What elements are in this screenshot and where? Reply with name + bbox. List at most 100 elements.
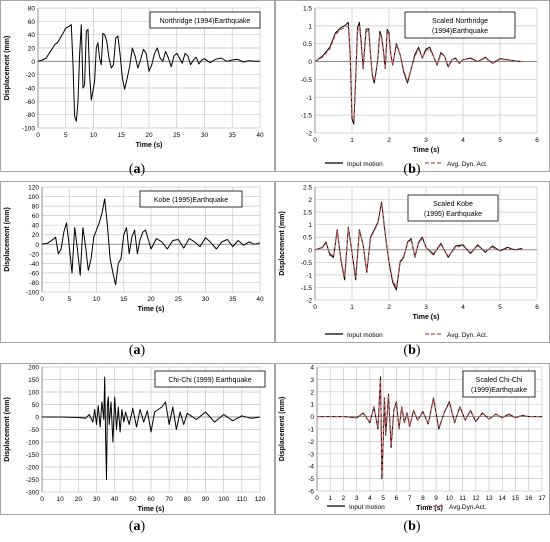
y-tick-label: 40 — [28, 32, 36, 39]
legend-label: Avg. Dyn. Act. — [447, 161, 488, 168]
y-tick-label: -1.5 — [301, 285, 313, 292]
x-tick-label: 0 — [40, 496, 44, 503]
chart-title: Kobe (1995)Earthquake — [154, 197, 228, 204]
x-axis-title: Time (s) — [416, 505, 443, 512]
x-axis-title: Time (s) — [138, 506, 165, 513]
y-tick-label: 1.5 — [303, 210, 312, 217]
y-tick-label: 0 — [35, 242, 39, 249]
title-box — [404, 11, 516, 39]
x-tick-label: 20 — [147, 296, 155, 303]
y-tick-label: 1 — [308, 222, 312, 229]
y-tick-label: -1 — [308, 427, 314, 434]
y-tick-label: 0.5 — [303, 41, 312, 48]
y-axis-title: Displacement (mm) — [279, 397, 286, 462]
x-tick-label: 90 — [202, 496, 210, 503]
series-line — [41, 198, 261, 286]
chart-frame — [0, 0, 275, 172]
legend-label: Avg.Dyn.Act. — [449, 504, 487, 511]
x-tick-label: 3 — [355, 495, 359, 502]
x-tick-label: 10 — [93, 296, 101, 303]
y-tick-label: -5 — [308, 476, 314, 483]
x-tick-label: 11 — [459, 495, 466, 502]
title-box — [149, 11, 261, 29]
x-tick-label: 4 — [461, 304, 465, 311]
y-tick-label: -100 — [26, 290, 39, 297]
x-tick-label: 25 — [175, 296, 183, 303]
y-tick-label: 1.5 — [303, 6, 312, 13]
y-tick-label: -20 — [30, 251, 40, 258]
x-tick-label: 2 — [387, 304, 391, 311]
y-tick-label: 3 — [310, 377, 314, 384]
series-line — [42, 376, 261, 480]
y-tick-label: 80 — [28, 6, 36, 13]
y-axis-title: Displacement (mm) — [279, 211, 286, 276]
x-tick-label: 110 — [237, 496, 248, 503]
x-tick-label: 80 — [184, 496, 192, 503]
y-tick-label: 200 — [28, 365, 39, 372]
y-tick-label: 4 — [310, 365, 314, 372]
x-tick-label: 0 — [313, 304, 317, 311]
chart-title: Scaled Kobe — [433, 201, 473, 208]
x-tick-label: 10 — [90, 132, 98, 139]
y-tick-label: -100 — [22, 126, 35, 133]
x-tick-label: 5 — [498, 304, 502, 311]
y-tick-label: 0 — [308, 59, 312, 66]
y-tick-label: -80 — [26, 112, 36, 119]
x-tick-label: 1 — [350, 304, 354, 311]
y-tick-label: 40 — [32, 223, 40, 230]
chart-title: (1995) Earthquake — [424, 211, 482, 218]
series-line — [317, 378, 542, 476]
y-tick-label: -6 — [308, 489, 314, 496]
y-tick-label: 2.5 — [303, 185, 312, 192]
x-tick-label: 30 — [202, 296, 210, 303]
y-axis-title: Displacement (mm) — [4, 397, 11, 462]
chart-title: (1999)Earthquake — [471, 387, 527, 394]
y-tick-label: 2 — [310, 389, 314, 396]
x-tick-label: 7 — [408, 495, 412, 502]
subfigure-label: (a) — [128, 162, 146, 177]
y-tick-label: -300 — [26, 490, 39, 497]
y-tick-label: -150 — [26, 452, 39, 459]
y-tick-label: -100 — [26, 440, 39, 447]
chart-title: Scaled Chi-Chi — [476, 377, 523, 384]
x-tick-label: 30 — [201, 132, 209, 139]
y-tick-label: 2 — [308, 197, 312, 204]
y-tick-label: 20 — [32, 232, 40, 239]
series-line — [314, 201, 523, 291]
x-axis-title: Time (s) — [138, 306, 165, 313]
series-line — [314, 202, 523, 288]
x-tick-label: 3 — [424, 304, 428, 311]
y-tick-label: 1 — [308, 23, 312, 30]
x-tick-label: 8 — [421, 495, 425, 502]
series-line — [314, 25, 523, 122]
series-line — [37, 24, 260, 122]
x-tick-label: 70 — [166, 496, 174, 503]
y-tick-label: -4 — [308, 464, 314, 471]
title-box — [139, 190, 243, 208]
x-tick-label: 25 — [173, 132, 181, 139]
chart-frame — [0, 181, 275, 343]
legend-label: Input motion — [347, 332, 383, 339]
x-tick-label: 5 — [498, 137, 502, 144]
x-tick-label: 5 — [381, 495, 385, 502]
y-tick-label: -250 — [26, 477, 39, 484]
y-tick-label: 20 — [28, 46, 36, 53]
y-tick-label: 120 — [28, 185, 39, 192]
y-tick-label: -0.5 — [301, 77, 313, 84]
x-tick-label: 100 — [218, 496, 229, 503]
chart-northridge: -100 -80 -60 -40 -20 0 20 40 60 80 0 5 10 15 20 25 30 35 4… — [0, 0, 275, 172]
y-tick-label: 0 — [35, 415, 39, 422]
y-tick-label: -200 — [26, 465, 39, 472]
x-tick-label: 40 — [256, 296, 264, 303]
x-tick-label: 0 — [315, 495, 319, 502]
y-tick-label: -1 — [306, 272, 312, 279]
subfigure-label: (a) — [128, 343, 146, 358]
x-tick-label: 0 — [40, 296, 44, 303]
x-tick-label: 9 — [434, 495, 438, 502]
legend-label: Avg. Dyn. Act. — [447, 332, 488, 339]
x-tick-label: 6 — [395, 495, 399, 502]
x-tick-label: 50 — [129, 496, 137, 503]
x-tick-label: 6 — [535, 137, 539, 144]
subfigure-label: (b) — [403, 162, 421, 177]
